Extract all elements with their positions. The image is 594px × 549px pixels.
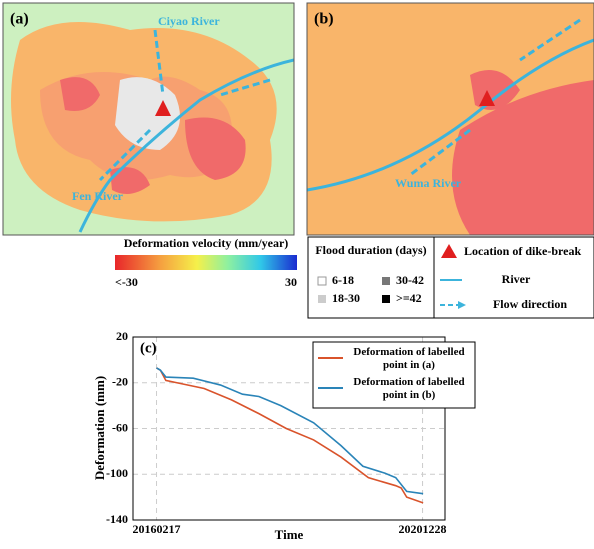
- legend-item: 6-18: [332, 273, 354, 287]
- river-label: Wuma River: [395, 176, 462, 190]
- legend-label: Deformation of labelled point in (a): [345, 346, 473, 372]
- y-tick-label: -140: [106, 512, 128, 526]
- legend-label: Deformation of labelled point in (b): [345, 376, 473, 402]
- y-tick-label: 20: [116, 329, 128, 343]
- swatch: [382, 277, 390, 285]
- legend-title: Flood duration (days): [315, 243, 426, 257]
- x-tick-label: 20160217: [133, 522, 181, 536]
- map-b: [307, 3, 594, 235]
- colorbar-tick-label: 30: [285, 275, 297, 289]
- legend-item: 30-42: [396, 273, 424, 287]
- x-tick-label: 20201228: [399, 522, 447, 536]
- y-axis-label: Deformation (mm): [92, 376, 107, 480]
- y-tick-label: -60: [112, 420, 128, 434]
- line-chart: 20 -20 -60 -100 -140 20160217 20201228 Deformat…: [106, 329, 475, 536]
- river-label: Ciyao River: [158, 14, 220, 28]
- figure: (a) Ciyao River Fen River (b) Wuma River…: [0, 0, 594, 544]
- colorbar: [115, 255, 297, 270]
- swatch: [382, 295, 390, 303]
- legend-item: Flow direction: [493, 297, 567, 311]
- chart-title: (c): [140, 340, 157, 356]
- legend-item: 18-30: [332, 291, 360, 305]
- panel-label: (b): [314, 11, 334, 28]
- river-label: Fen River: [72, 189, 124, 203]
- legend-entry: Deformation of labelled point in (a): [345, 346, 473, 374]
- x-axis-label: Time: [275, 527, 304, 542]
- legend-item: River: [502, 272, 531, 286]
- y-tick-label: -20: [112, 375, 128, 389]
- colorbar-tick-label: <-30: [115, 275, 138, 289]
- map-a: [3, 3, 294, 235]
- swatch: [318, 277, 326, 285]
- y-tick-label: -100: [106, 466, 128, 480]
- legend-item: >=42: [396, 291, 422, 305]
- legend-item: Location of dike-break: [464, 244, 581, 258]
- panel-label: (a): [10, 11, 29, 28]
- colorbar-title: Deformation velocity (mm/year): [124, 236, 289, 250]
- swatch: [318, 295, 326, 303]
- legend-entry: Deformation of labelled point in (b): [345, 376, 473, 404]
